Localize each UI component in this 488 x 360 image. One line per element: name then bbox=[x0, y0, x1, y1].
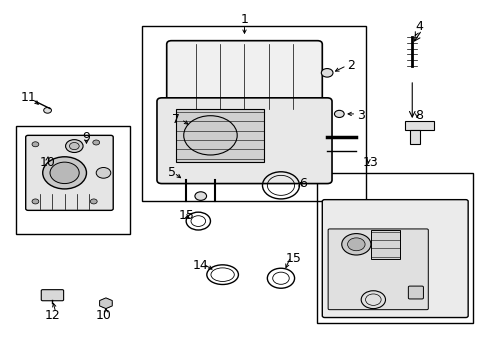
Bar bbox=[409, 130, 419, 144]
Text: 10: 10 bbox=[95, 309, 111, 322]
Text: 15: 15 bbox=[285, 252, 301, 265]
Text: 13: 13 bbox=[362, 156, 378, 168]
Text: 9: 9 bbox=[82, 131, 90, 144]
Circle shape bbox=[32, 199, 39, 204]
Text: 6: 6 bbox=[298, 177, 306, 190]
FancyBboxPatch shape bbox=[322, 200, 467, 318]
FancyBboxPatch shape bbox=[26, 135, 113, 210]
Circle shape bbox=[90, 199, 97, 204]
Text: 7: 7 bbox=[172, 113, 180, 126]
Circle shape bbox=[42, 157, 86, 189]
Text: 14: 14 bbox=[192, 259, 208, 272]
Text: 4: 4 bbox=[415, 20, 423, 33]
FancyBboxPatch shape bbox=[327, 229, 427, 310]
Circle shape bbox=[44, 144, 56, 152]
Circle shape bbox=[100, 299, 112, 307]
FancyBboxPatch shape bbox=[157, 98, 331, 184]
Circle shape bbox=[347, 238, 365, 251]
Circle shape bbox=[65, 140, 83, 153]
FancyBboxPatch shape bbox=[166, 41, 322, 112]
Text: 3: 3 bbox=[357, 109, 365, 122]
Circle shape bbox=[334, 111, 344, 117]
Circle shape bbox=[93, 140, 100, 145]
Circle shape bbox=[341, 234, 370, 255]
Text: 12: 12 bbox=[44, 309, 60, 322]
Circle shape bbox=[69, 143, 79, 150]
Bar bbox=[317, 173, 472, 323]
Text: 10: 10 bbox=[40, 156, 56, 168]
Text: 5: 5 bbox=[167, 166, 175, 179]
Bar bbox=[16, 126, 130, 234]
Circle shape bbox=[183, 116, 237, 155]
FancyBboxPatch shape bbox=[41, 290, 63, 301]
Circle shape bbox=[195, 192, 206, 201]
Text: 8: 8 bbox=[415, 109, 423, 122]
Bar bbox=[370, 230, 399, 258]
Text: 1: 1 bbox=[240, 13, 248, 26]
Circle shape bbox=[50, 162, 79, 184]
Text: 15: 15 bbox=[178, 209, 194, 222]
Bar bbox=[142, 26, 366, 202]
Circle shape bbox=[32, 142, 39, 147]
Text: 11: 11 bbox=[20, 91, 36, 104]
Circle shape bbox=[43, 108, 51, 113]
Text: 2: 2 bbox=[347, 59, 355, 72]
Circle shape bbox=[321, 68, 332, 77]
Bar bbox=[176, 109, 264, 162]
Bar bbox=[404, 121, 433, 130]
Circle shape bbox=[96, 167, 111, 178]
FancyBboxPatch shape bbox=[407, 286, 423, 299]
